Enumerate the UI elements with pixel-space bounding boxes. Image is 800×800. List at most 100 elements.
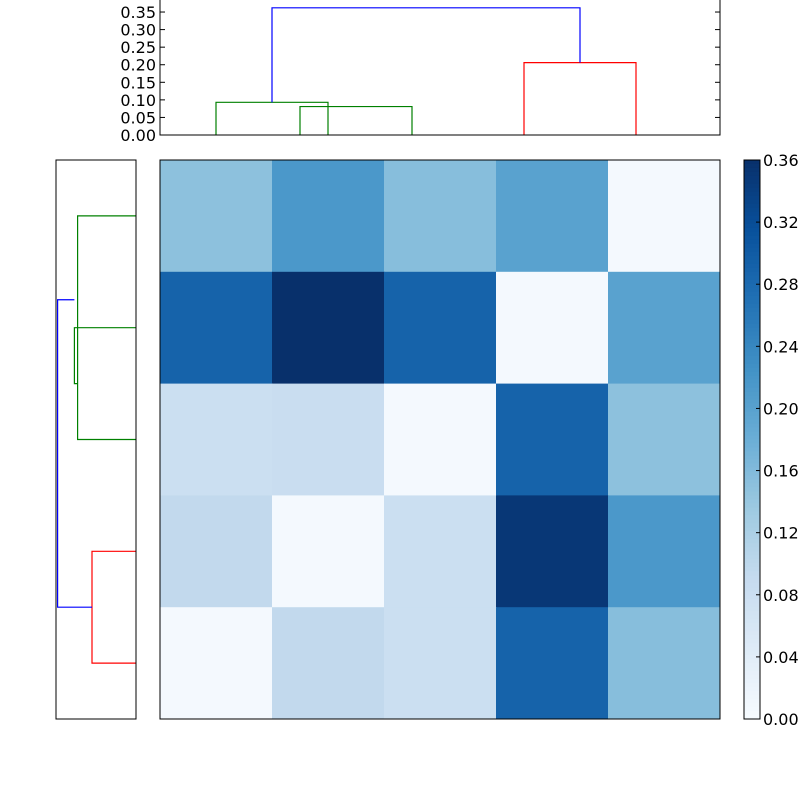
colorbar-segment (744, 415, 760, 421)
colorbar-segment (744, 291, 760, 297)
colorbar-tick-label: 0.24 (763, 337, 799, 356)
heatmap-cell-r2-c0 (160, 383, 273, 496)
heatmap-cell-r3-c2 (384, 495, 497, 608)
colorbar-segment (744, 591, 760, 596)
colorbar-segment (744, 507, 760, 512)
colorbar-segment (744, 691, 760, 696)
heatmap-cell-r3-c4 (608, 495, 721, 608)
colorbar-segment (744, 255, 760, 261)
colorbar-segment (744, 555, 760, 560)
colorbar-segment (744, 311, 760, 317)
colorbar-segment (744, 475, 760, 481)
colorbar-segment (744, 219, 760, 225)
colorbar-segment (744, 319, 760, 325)
colorbar-segment (744, 351, 760, 357)
colorbar-segment (744, 223, 760, 229)
heatmap-cell-r2-c3 (496, 383, 609, 496)
colorbar-segment (744, 447, 760, 453)
colorbar-segment (744, 375, 760, 381)
colorbar-segment (744, 679, 760, 684)
heatmap-cell-r3-c0 (160, 495, 273, 608)
heatmap-cell-r1-c3 (496, 271, 609, 385)
colorbar-segment (744, 531, 760, 536)
colorbar-tick-label: 0.04 (763, 648, 799, 667)
colorbar-tick-label: 0.28 (763, 275, 799, 294)
top-dendrogram-y-tick-label: 0.00 (120, 126, 156, 145)
colorbar-segment (744, 295, 760, 301)
colorbar-segment (744, 499, 760, 504)
heatmap-cell-r4-c3 (496, 607, 609, 720)
heatmap-cell-r4-c0 (160, 607, 273, 720)
colorbar: 0.00 0.04 0.08 0.12 0.16 0.20 0.24 0.28 0.32 0.36 (743, 151, 799, 729)
colorbar-segment (744, 207, 760, 213)
heatmap-frame (159, 159, 721, 720)
colorbar-segment (744, 491, 760, 496)
colorbar-segment (744, 235, 760, 241)
colorbar-segment (744, 399, 760, 405)
colorbar-segment (744, 267, 760, 273)
colorbar-segment (744, 715, 760, 720)
heatmap-cell-r0-c4 (608, 160, 721, 273)
colorbar-segment (744, 515, 760, 520)
colorbar-segment (744, 383, 760, 389)
colorbar-segment (744, 263, 760, 269)
colorbar-tick-label: 0.20 (763, 399, 799, 418)
heatmap-cell-r3-c3 (496, 495, 609, 608)
heatmap-cell-r1-c2 (384, 271, 497, 385)
colorbar-segment (744, 251, 760, 257)
colorbar-segment (744, 615, 760, 620)
colorbar-segment (744, 603, 760, 608)
heatmap-cell-r3-c1 (272, 495, 385, 608)
colorbar-segment (744, 439, 760, 445)
colorbar-segment (744, 711, 760, 716)
colorbar-segment (744, 227, 760, 233)
colorbar-segment (744, 563, 760, 568)
colorbar-segment (744, 359, 760, 365)
colorbar-segment (744, 363, 760, 369)
colorbar-segment (744, 243, 760, 249)
colorbar-segment (744, 455, 760, 461)
colorbar-segment (744, 239, 760, 245)
colorbar-tick-label: 0.08 (763, 586, 799, 605)
top-dendrogram: 0.000.050.100.150.200.250.300.35 (120, 0, 721, 145)
colorbar-segment (744, 355, 760, 361)
top-dendrogram-link-3 (271, 7, 581, 103)
colorbar-segment (744, 551, 760, 556)
colorbar-segment (744, 463, 760, 469)
colorbar-segment (744, 659, 760, 664)
colorbar-tick-label: 0.16 (763, 462, 799, 481)
heatmap-cell-r1-c1 (272, 271, 385, 385)
colorbar-segment (744, 339, 760, 345)
colorbar-segment (744, 643, 760, 648)
colorbar-segment (744, 247, 760, 253)
heatmap-cell-r0-c3 (496, 160, 609, 273)
colorbar-segment (744, 647, 760, 652)
heatmap-cell-r2-c4 (608, 383, 721, 496)
heatmap-cell-r1-c0 (160, 271, 273, 385)
colorbar-segment (744, 587, 760, 592)
heatmap (159, 159, 721, 720)
colorbar-segment (744, 619, 760, 624)
colorbar-segment (744, 395, 760, 401)
colorbar-segment (744, 411, 760, 417)
colorbar-gradient (744, 160, 760, 720)
colorbar-segment (744, 503, 760, 508)
colorbar-tick-label: 0.00 (763, 710, 799, 729)
colorbar-segment (744, 367, 760, 373)
colorbar-segment (744, 327, 760, 333)
colorbar-segment (744, 631, 760, 636)
colorbar-segment (744, 519, 760, 524)
colorbar-segment (744, 687, 760, 692)
colorbar-segment (744, 271, 760, 277)
colorbar-segment (744, 160, 760, 165)
colorbar-segment (744, 583, 760, 588)
colorbar-segment (744, 479, 760, 485)
colorbar-segment (744, 703, 760, 708)
colorbar-segment (744, 275, 760, 281)
colorbar-segment (744, 707, 760, 712)
colorbar-segment (744, 391, 760, 397)
top-dendrogram-link-1 (299, 105, 413, 135)
colorbar-frame (743, 159, 761, 720)
colorbar-segment (744, 535, 760, 540)
colorbar-segment (744, 599, 760, 604)
